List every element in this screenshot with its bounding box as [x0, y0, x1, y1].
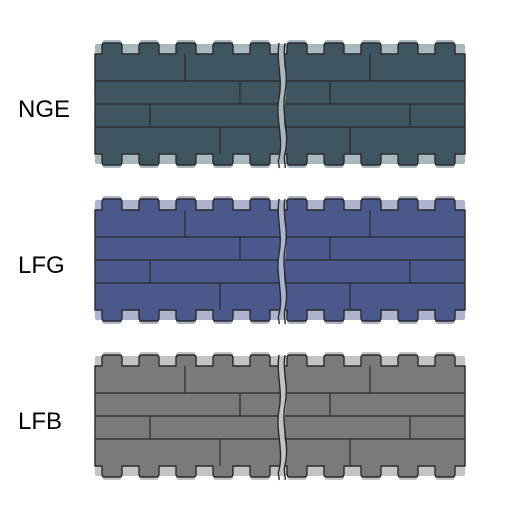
belt-nge: [90, 40, 470, 180]
belt-svg-nge: [90, 40, 470, 180]
label-lfg: LFG: [18, 252, 65, 280]
belt-types-diagram: NGE: [0, 0, 512, 512]
belt-lfb: [90, 352, 470, 492]
belt-svg-lfg: [90, 196, 470, 336]
label-lfb: LFB: [18, 408, 62, 436]
belt-lfg: [90, 196, 470, 336]
label-nge: NGE: [18, 96, 70, 124]
belt-svg-lfb: [90, 352, 470, 492]
